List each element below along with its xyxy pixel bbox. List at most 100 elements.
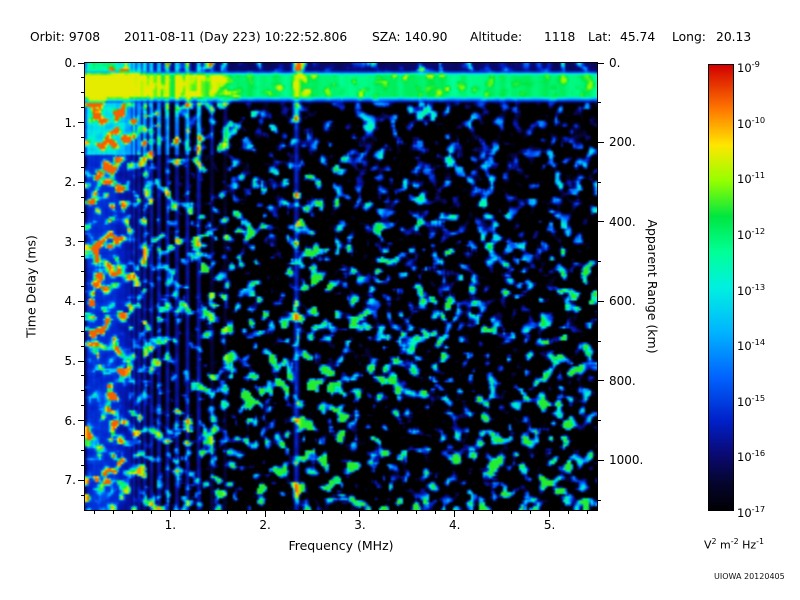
y-axis-right-tick xyxy=(598,300,604,302)
x-axis-minor-tick xyxy=(435,511,437,514)
y-axis-left-tick-label: 3. xyxy=(64,234,76,249)
colorbar-tick-label: 10-13 xyxy=(737,281,766,298)
y-axis-left-minor-tick xyxy=(81,256,84,258)
y-axis-left-minor-tick xyxy=(81,345,84,347)
x-axis-minor-tick xyxy=(321,511,323,514)
x-axis-tick-label: 3. xyxy=(354,518,366,532)
x-axis-minor-tick xyxy=(93,511,95,514)
plot-area xyxy=(84,62,598,511)
header-field: 20.13 xyxy=(716,30,752,44)
y-axis-left-tick-label: 4. xyxy=(64,294,76,309)
y-axis-right-minor-tick xyxy=(598,102,601,104)
y-axis-left-tick xyxy=(78,479,84,481)
y-axis-left-minor-tick xyxy=(81,137,84,138)
x-axis-minor-tick xyxy=(245,511,247,514)
x-axis-minor-tick xyxy=(473,511,475,514)
x-axis-tick xyxy=(454,511,456,517)
colorbar-tick-label: 10-12 xyxy=(737,225,766,242)
y-axis-left-minor-tick xyxy=(81,449,84,451)
y-axis-left-tick xyxy=(78,241,84,243)
y-axis-left-minor-tick xyxy=(81,107,84,109)
x-axis-tick xyxy=(264,511,266,517)
colorbar-tick-label: 10-14 xyxy=(737,337,766,353)
y-axis-left-minor-tick xyxy=(81,151,84,153)
y-axis-left-minor-tick xyxy=(81,196,84,198)
y-axis-right-tick xyxy=(598,62,604,64)
colorbar-tick-label: 10-11 xyxy=(737,170,766,187)
x-axis-minor-tick xyxy=(511,511,513,514)
y-axis-left-tick-label: 1. xyxy=(64,115,76,130)
y-axis-right-minor-tick xyxy=(598,499,601,501)
y-axis-left-minor-tick xyxy=(81,92,84,94)
y-axis-left-tick xyxy=(78,300,84,302)
y-axis-left-minor-tick xyxy=(81,405,84,407)
x-axis-minor-tick xyxy=(112,511,114,514)
x-axis-minor-tick xyxy=(378,511,380,514)
x-axis-minor-tick xyxy=(340,511,342,514)
y-axis-right-tick xyxy=(598,459,604,461)
x-axis-tick-label: 2. xyxy=(259,518,271,532)
y-axis-left-tick-label: 6. xyxy=(64,413,76,428)
x-axis-tick xyxy=(549,511,551,517)
credit-text: UIOWA 20120405 xyxy=(714,572,785,581)
x-axis-minor-tick xyxy=(131,511,133,514)
x-axis-minor-tick xyxy=(283,511,285,514)
x-axis-tick xyxy=(359,511,361,517)
x-axis-minor-tick xyxy=(416,511,418,514)
y-axis-left-minor-tick xyxy=(81,226,84,228)
y-axis-right-tick-label: 400. xyxy=(609,214,636,229)
x-axis-minor-tick xyxy=(587,511,589,514)
y-axis-right-tick-label: 1000. xyxy=(609,453,644,468)
y-axis-left-minor-tick xyxy=(81,166,84,168)
x-axis-minor-tick xyxy=(492,511,494,514)
x-axis-minor-tick xyxy=(207,511,209,514)
y-axis-left-tick xyxy=(78,181,84,183)
y-axis-right-tick-label: 0. xyxy=(609,56,621,70)
y-axis-right-minor-tick xyxy=(598,340,601,342)
x-axis-tick-label: 5. xyxy=(543,518,556,532)
y-axis-left-minor-tick xyxy=(81,494,84,496)
y-axis-right-tick-label: 800. xyxy=(609,373,636,388)
colorbar-tick-label: 10-10 xyxy=(737,114,766,131)
y-axis-right-tick-label: 200. xyxy=(609,135,636,150)
y-axis-left-tick-label: 2. xyxy=(64,175,76,190)
colorbar-units: V2 m-2 Hz-1 xyxy=(703,537,765,552)
header-field: 1118 xyxy=(544,30,576,44)
y-axis-left-minor-tick xyxy=(81,271,84,273)
y-axis-left-minor-tick xyxy=(81,375,84,377)
colorbar xyxy=(708,64,734,511)
y-axis-right-minor-tick xyxy=(598,420,601,422)
header-field: 45.74 xyxy=(620,30,656,44)
y-axis-left-tick-label: 0. xyxy=(64,56,76,70)
y-axis-left-minor-tick xyxy=(81,286,84,287)
y-axis-right-minor-tick xyxy=(598,261,601,263)
y-axis-left-minor-tick xyxy=(81,435,84,436)
x-axis-minor-tick xyxy=(150,511,152,514)
y-axis-left-minor-tick xyxy=(81,77,84,79)
y-axis-left-minor-tick xyxy=(81,211,84,213)
header-field: Lat: xyxy=(588,30,612,44)
colorbar-tick-label: 10-17 xyxy=(737,504,766,520)
header-field: 2011-08-11 (Day 223) 10:22:52.806 xyxy=(124,30,348,44)
y-axis-right-tick xyxy=(598,221,604,223)
x-axis-minor-tick xyxy=(397,511,399,514)
y-axis-left-minor-tick xyxy=(81,330,84,332)
header-field: SZA: 140.90 xyxy=(372,30,448,44)
header-field: Long: xyxy=(672,30,706,44)
y-axis-left-tick-label: 7. xyxy=(64,473,76,488)
x-axis-minor-tick xyxy=(302,511,304,514)
x-axis-tick-label: 4. xyxy=(449,518,461,532)
y-axis-right-tick xyxy=(598,380,604,382)
colorbar-tick-label: 10-16 xyxy=(737,448,766,465)
y-axis-left-title: Time Delay (ms) xyxy=(23,235,39,338)
x-axis-tick-label: 1. xyxy=(164,518,177,532)
x-axis-minor-tick xyxy=(188,511,190,514)
x-axis-minor-tick xyxy=(530,511,532,514)
y-axis-left-minor-tick xyxy=(81,315,84,317)
y-axis-left-tick xyxy=(78,62,84,64)
colorbar-tick-label: 10-15 xyxy=(737,392,766,409)
y-axis-right-tick xyxy=(598,141,604,143)
x-axis-title: Frequency (MHz) xyxy=(288,538,394,553)
x-axis-minor-tick xyxy=(226,511,228,514)
